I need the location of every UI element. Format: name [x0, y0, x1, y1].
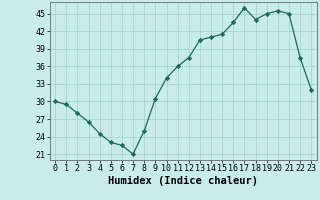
X-axis label: Humidex (Indice chaleur): Humidex (Indice chaleur): [108, 176, 258, 186]
